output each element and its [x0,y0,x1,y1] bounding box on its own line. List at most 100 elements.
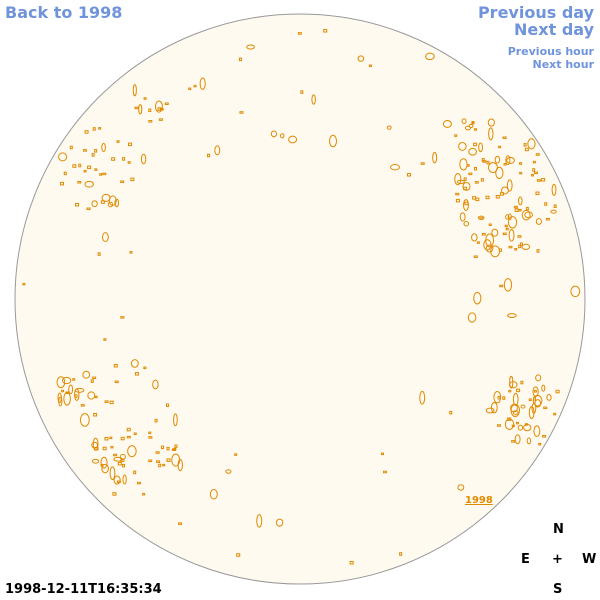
contour-mark [166,458,171,462]
contour-mark [86,207,91,211]
contour-mark [113,363,118,368]
contour-mark [536,179,541,182]
contour-mark [127,161,131,164]
contour-mark [530,173,534,177]
next-hour-link[interactable]: Next hour [532,58,595,71]
contour-mark [239,111,244,114]
contour-mark [502,232,507,236]
contour-mark [520,404,526,409]
contour-mark [502,136,507,139]
contour-mark [524,147,529,152]
contour-mark [464,125,472,131]
contour-mark [130,177,135,182]
contour-mark [485,244,494,253]
contour-mark [541,177,546,182]
contour-mark [461,118,467,125]
contour-mark [542,435,547,438]
contour-mark [79,413,90,427]
contour-mark [553,412,557,416]
previous-hour-link[interactable]: Previous hour [507,45,594,58]
contour-mark [91,458,100,464]
contour-mark [471,121,475,125]
contour-mark [116,140,120,143]
contour-mark [140,153,147,165]
contour-mark [507,213,512,221]
contour-mark [349,560,354,565]
contour-mark [152,379,159,390]
year-link[interactable]: 1998 [465,495,493,506]
contour-mark [207,153,211,158]
contour-mark [127,445,137,458]
contour-mark [459,158,468,171]
contour-mark [545,217,550,221]
contour-mark [478,142,483,153]
contour-mark [128,142,133,147]
contour-mark [454,134,458,137]
contour-mark [133,432,137,435]
contour-mark [510,403,520,417]
contour-mark [174,444,178,449]
contour-mark [120,436,125,441]
contour-mark [464,201,469,206]
compass-north: N [553,522,564,537]
contour-mark [91,200,98,208]
contour-mark [84,180,94,188]
contour-mark [270,130,278,138]
contour-mark [94,168,98,171]
contour-mark [164,102,169,105]
contour-mark [142,492,146,496]
contour-mark [458,141,467,151]
contour-mark [535,153,540,156]
contour-mark [99,173,103,176]
contour-mark [104,436,109,441]
contour-mark [329,134,338,148]
contour-mark [238,57,242,62]
contour-mark [485,195,490,200]
contour-mark [246,44,255,50]
contour-mark [275,518,284,527]
contour-mark [103,338,107,341]
contour-mark [102,232,109,243]
contour-mark [82,149,87,152]
contour-mark [101,193,111,202]
contour-mark [494,155,501,164]
contour-mark [533,390,537,393]
contour-mark [109,436,113,440]
contour-mark [449,410,453,415]
observation-timestamp: 1998-12-11T16:35:34 [5,582,162,597]
contour-mark [467,312,477,323]
active-region-contours [22,29,581,565]
contour-mark [225,469,232,474]
contour-mark [487,118,495,127]
contour-mark [519,242,523,247]
contour-mark [507,313,517,318]
contour-mark [506,179,513,192]
contour-mark [476,241,480,244]
contour-mark [570,285,581,298]
contour-mark [550,209,557,214]
contour-mark [508,245,513,249]
contour-mark [526,437,532,445]
contour-mark [533,425,541,437]
contour-mark [535,374,542,382]
contour-mark [90,379,94,383]
contour-mark [512,410,519,415]
contour-mark [156,460,161,463]
contour-mark [209,489,218,500]
contour-mark [158,463,162,468]
contour-mark [92,437,99,451]
contour-mark [514,248,518,251]
compass-center: + [552,552,563,567]
contour-mark [486,160,490,165]
contour-mark [535,218,542,225]
contour-mark [481,233,486,236]
contour-mark [523,423,532,432]
contour-mark [80,404,85,407]
next-day-link[interactable]: Next day [514,20,594,39]
previous-day-link[interactable]: Previous day [477,3,594,22]
contour-mark [109,466,116,481]
contour-mark [502,396,506,400]
back-to-year-link[interactable]: Back to 1998 [5,3,123,22]
contour-mark [459,212,466,222]
contour-mark [473,291,482,305]
